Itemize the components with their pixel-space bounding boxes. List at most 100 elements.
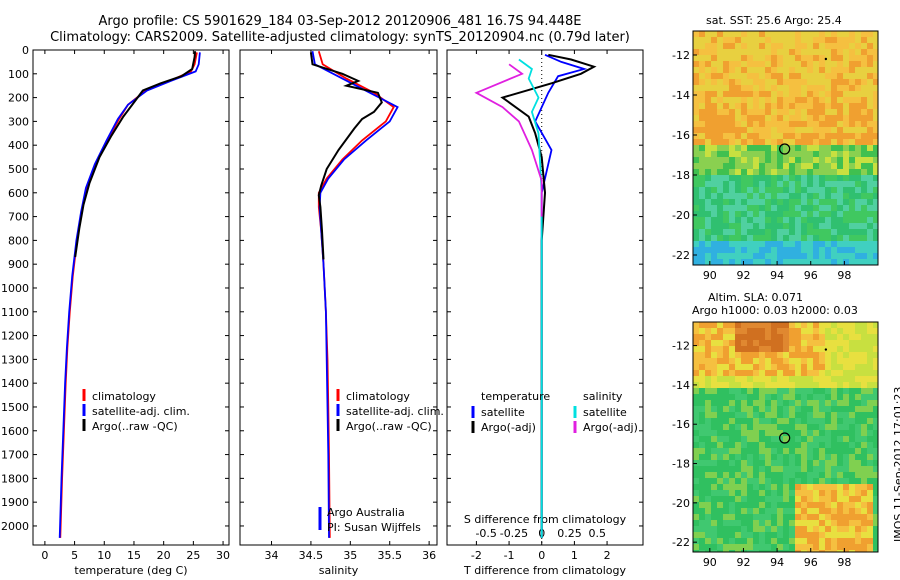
heat-cell [843, 466, 849, 472]
heat-cell [813, 436, 819, 442]
heat-cell [723, 223, 729, 229]
heat-cell [819, 103, 825, 109]
heat-cell [849, 43, 855, 49]
y-tick-label: 1200 [1, 330, 29, 343]
heat-cell [819, 169, 825, 175]
heat-cell [753, 229, 759, 235]
heat-cell [789, 241, 795, 247]
heat-cell [723, 526, 729, 532]
heat-cell [831, 211, 837, 217]
heat-cell [729, 394, 735, 400]
heat-cell [813, 472, 819, 478]
heat-cell [861, 187, 867, 193]
heat-cell [711, 235, 717, 241]
heat-cell [759, 334, 765, 340]
y-tick-label: 1500 [1, 401, 29, 414]
heat-cell [807, 388, 813, 394]
heat-cell [837, 328, 843, 334]
heat-cell [747, 199, 753, 205]
heat-cell [765, 490, 771, 496]
heat-cell [693, 169, 699, 175]
heat-cell [849, 175, 855, 181]
heat-cell [699, 358, 705, 364]
heat-cell [849, 133, 855, 139]
heat-cell [861, 109, 867, 115]
heat-cell [777, 109, 783, 115]
heat-cell [705, 181, 711, 187]
heat-cell [699, 454, 705, 460]
legend-label: climatology [346, 390, 410, 403]
heat-cell [747, 448, 753, 454]
heat-cell [729, 181, 735, 187]
heat-cell [813, 454, 819, 460]
heat-cell [753, 550, 759, 552]
heat-cell [849, 418, 855, 424]
heat-cell [741, 85, 747, 91]
heat-cell [705, 241, 711, 247]
heat-cell [717, 370, 723, 376]
heat-cell [789, 430, 795, 436]
heat-cell [807, 223, 813, 229]
heat-cell [759, 532, 765, 538]
heat-cell [783, 217, 789, 223]
heat-cell [819, 229, 825, 235]
heat-cell [729, 43, 735, 49]
heat-cell [711, 55, 717, 61]
heat-cell [747, 388, 753, 394]
heat-cell [831, 490, 837, 496]
heat-cell [855, 382, 861, 388]
heat-cell [711, 424, 717, 430]
heat-cell [867, 145, 873, 151]
heat-cell [717, 532, 723, 538]
heat-cell [795, 181, 801, 187]
legend-label: Argo(..raw -QC) [346, 420, 432, 433]
heat-cell [723, 322, 729, 328]
heat-cell [693, 322, 699, 328]
heat-cell [783, 454, 789, 460]
heat-cell [783, 538, 789, 544]
heat-cell [771, 223, 777, 229]
heat-cell [771, 49, 777, 55]
heat-cell [813, 109, 819, 115]
heat-cell [783, 49, 789, 55]
heat-cell [741, 205, 747, 211]
heat-cell [723, 175, 729, 181]
heat-cell [867, 187, 873, 193]
heat-cell [837, 334, 843, 340]
heat-cell [789, 223, 795, 229]
heat-cell [693, 352, 699, 358]
heat-cell [717, 340, 723, 346]
heat-cell [837, 514, 843, 520]
heat-cell [723, 157, 729, 163]
heat-cell [777, 406, 783, 412]
heat-cell [795, 376, 801, 382]
heat-cell [843, 364, 849, 370]
heat-cell [861, 394, 867, 400]
heat-cell [867, 394, 873, 400]
heat-cell [819, 223, 825, 229]
heat-cell [789, 115, 795, 121]
heat-cell [837, 235, 843, 241]
heat-cell [759, 550, 765, 552]
heat-cell [723, 205, 729, 211]
heat-cell [861, 382, 867, 388]
heat-cell [741, 370, 747, 376]
heat-cell [843, 424, 849, 430]
heat-cell [807, 217, 813, 223]
heat-cell [741, 223, 747, 229]
heat-cell [735, 472, 741, 478]
heat-cell [867, 115, 873, 121]
heat-cell [831, 157, 837, 163]
heat-cell [819, 193, 825, 199]
heat-cell [795, 217, 801, 223]
heat-cell [795, 370, 801, 376]
heat-cell [873, 199, 878, 205]
heat-cell [771, 43, 777, 49]
x-tick-label: 36 [422, 549, 436, 562]
heat-cell [807, 163, 813, 169]
heat-cell [765, 37, 771, 43]
heat-cell [867, 322, 873, 328]
heat-cell [747, 97, 753, 103]
heat-cell [789, 322, 795, 328]
heat-cell [801, 346, 807, 352]
